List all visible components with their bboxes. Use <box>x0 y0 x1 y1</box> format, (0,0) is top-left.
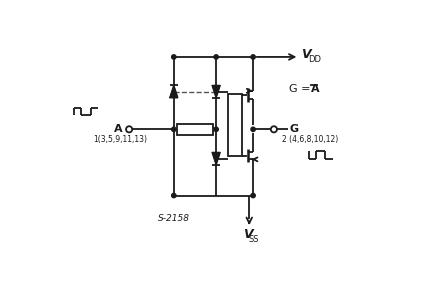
Circle shape <box>270 126 276 133</box>
Circle shape <box>171 193 176 198</box>
Circle shape <box>126 126 132 133</box>
Text: A: A <box>310 84 319 94</box>
Text: 2 (4,6,8,10,12): 2 (4,6,8,10,12) <box>281 135 337 144</box>
Text: V: V <box>300 48 310 61</box>
Text: 1(3,5,9,11,13): 1(3,5,9,11,13) <box>93 135 147 144</box>
Text: A: A <box>113 124 122 134</box>
Circle shape <box>250 193 255 198</box>
Circle shape <box>250 127 255 131</box>
Circle shape <box>213 127 218 131</box>
Circle shape <box>250 55 255 59</box>
Circle shape <box>171 127 176 131</box>
Text: SS: SS <box>248 235 259 244</box>
Text: G: G <box>288 124 298 134</box>
Text: V: V <box>242 228 252 241</box>
Polygon shape <box>212 85 220 98</box>
Text: DD: DD <box>308 55 321 64</box>
Circle shape <box>171 55 176 59</box>
Text: G =: G = <box>288 84 314 94</box>
Bar <box>227 94 241 156</box>
Circle shape <box>213 55 218 59</box>
Polygon shape <box>212 152 220 165</box>
Text: S-2158: S-2158 <box>158 214 189 223</box>
Polygon shape <box>170 85 177 98</box>
Bar <box>176 124 213 135</box>
